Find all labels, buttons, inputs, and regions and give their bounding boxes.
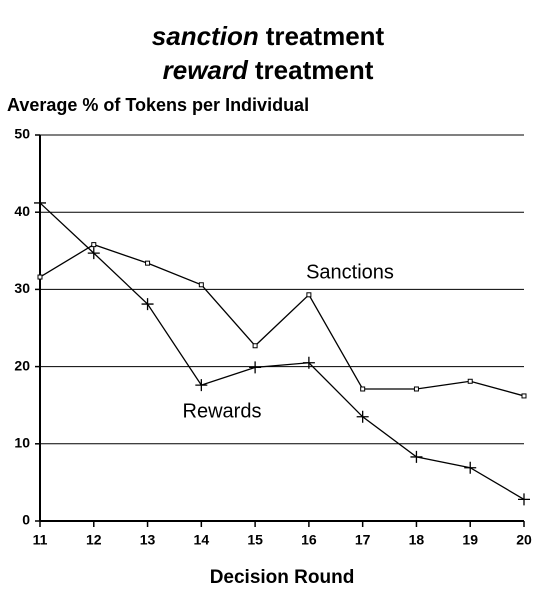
marker xyxy=(302,356,315,369)
series-label: Rewards xyxy=(183,400,262,422)
marker xyxy=(356,410,369,423)
y-tick-label: 20 xyxy=(14,357,30,373)
x-tick-label: 11 xyxy=(33,532,48,548)
y-tick-label: 40 xyxy=(14,203,30,219)
marker xyxy=(37,274,43,280)
series-line xyxy=(39,202,525,500)
x-tick-label: 19 xyxy=(462,532,478,548)
marker xyxy=(141,298,154,311)
x-tick-label: 18 xyxy=(409,532,425,548)
marker xyxy=(467,378,473,384)
y-tick-label: 50 xyxy=(14,126,30,142)
chart-title-line: sanction treatment xyxy=(152,21,385,51)
y-tick-label: 10 xyxy=(14,435,30,451)
y-tick-label: 30 xyxy=(14,280,30,296)
marker xyxy=(413,386,419,392)
title-text: treatment xyxy=(266,21,385,51)
marker xyxy=(91,242,97,248)
x-tick-label: 17 xyxy=(355,532,371,548)
x-tick-label: 13 xyxy=(140,532,156,548)
marker xyxy=(306,292,312,298)
y-axis-label: Average % of Tokens per Individual xyxy=(7,95,309,115)
marker xyxy=(252,343,258,349)
series-line xyxy=(39,243,525,397)
x-axis-label: Decision Round xyxy=(210,567,355,588)
marker xyxy=(360,386,366,392)
marker xyxy=(34,196,46,209)
marker xyxy=(410,450,423,463)
x-tick-label: 16 xyxy=(301,532,317,548)
chart-title-line: reward treatment xyxy=(163,55,374,85)
y-tick-label: 0 xyxy=(22,512,30,528)
marker xyxy=(521,393,527,399)
x-tick-label: 12 xyxy=(86,532,102,548)
marker xyxy=(518,493,530,506)
marker xyxy=(464,461,477,474)
x-tick-label: 15 xyxy=(247,532,263,548)
x-tick-label: 20 xyxy=(516,532,532,548)
title-emphasis: reward xyxy=(163,55,249,85)
marker xyxy=(87,247,100,260)
title-text: treatment xyxy=(255,55,374,85)
x-tick-label: 14 xyxy=(194,532,210,548)
marker xyxy=(249,361,262,374)
marker xyxy=(198,282,204,288)
title-emphasis: sanction xyxy=(152,21,259,51)
marker xyxy=(145,260,151,266)
marker xyxy=(195,379,208,392)
series-label: Sanctions xyxy=(306,261,394,283)
